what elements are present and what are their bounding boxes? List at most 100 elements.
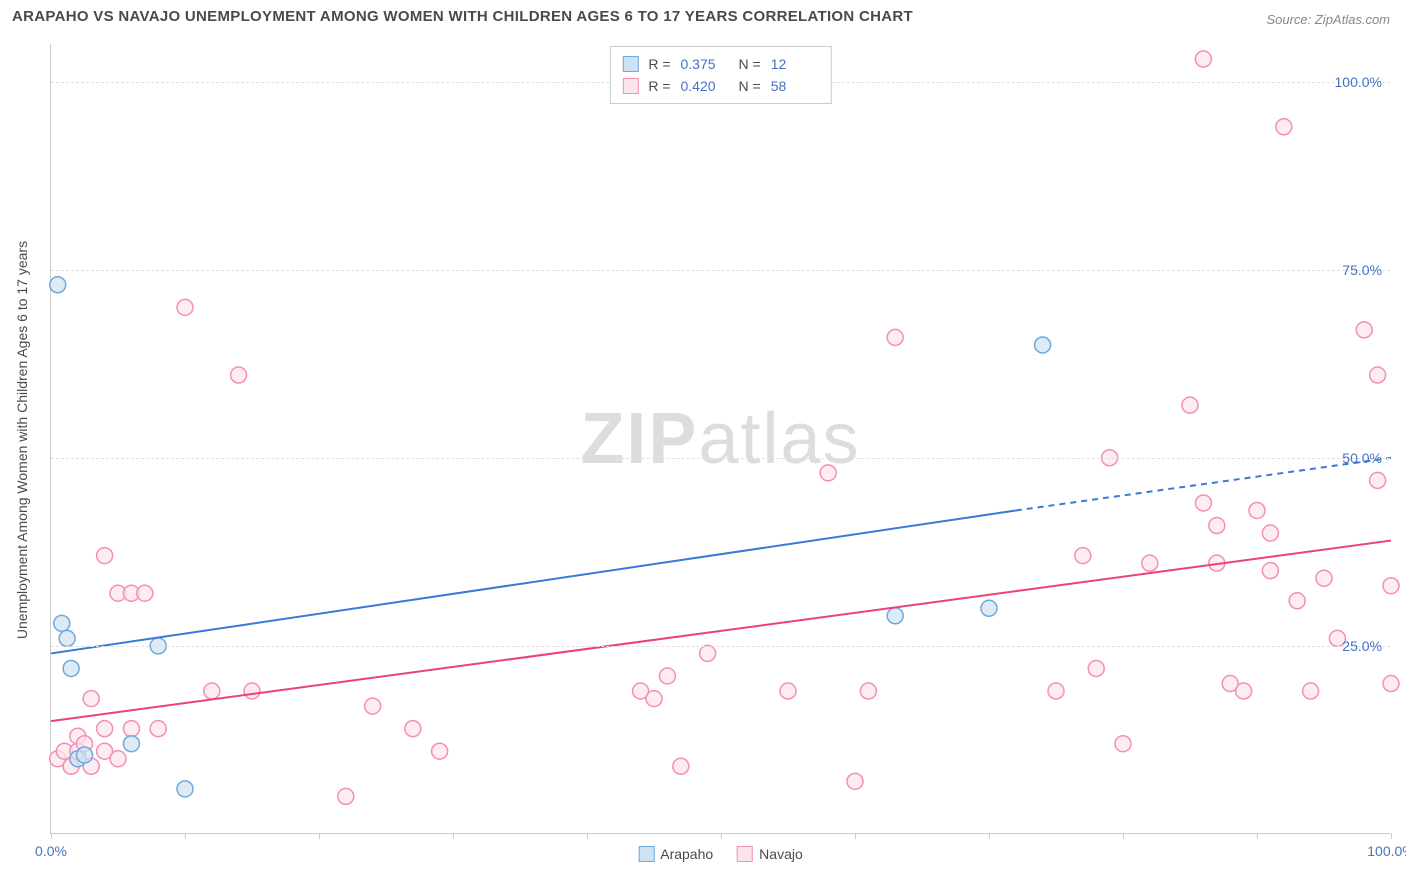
swatch-arapaho [622, 56, 638, 72]
trend-line [51, 541, 1391, 722]
data-point [1356, 322, 1372, 338]
x-tick [185, 833, 186, 839]
data-point [123, 721, 139, 737]
scatter-svg [51, 44, 1390, 833]
data-point [1195, 495, 1211, 511]
data-point [780, 683, 796, 699]
y-tick-label: 50.0% [1342, 450, 1382, 466]
data-point [1262, 525, 1278, 541]
r-value-navajo: 0.420 [681, 75, 729, 97]
plot-area: ZIPatlas R = 0.375 N = 12 R = 0.420 N = … [50, 44, 1390, 834]
data-point [1142, 555, 1158, 571]
data-point [432, 743, 448, 759]
data-point [1383, 676, 1399, 692]
swatch-navajo-bottom [737, 846, 753, 862]
legend-item-navajo: Navajo [737, 846, 803, 862]
data-point [59, 630, 75, 646]
data-point [405, 721, 421, 737]
data-point [700, 645, 716, 661]
r-value-arapaho: 0.375 [681, 53, 729, 75]
y-tick-label: 75.0% [1342, 262, 1382, 278]
data-point [1115, 736, 1131, 752]
x-tick [587, 833, 588, 839]
gridline [51, 458, 1390, 459]
data-point [137, 585, 153, 601]
data-point [1195, 51, 1211, 67]
data-point [646, 691, 662, 707]
data-point [50, 277, 66, 293]
data-point [1209, 518, 1225, 534]
swatch-arapaho-bottom [638, 846, 654, 862]
series-legend: Arapaho Navajo [638, 846, 803, 862]
trend-line [51, 510, 1016, 653]
legend-label-navajo: Navajo [759, 846, 803, 862]
swatch-navajo [622, 78, 638, 94]
data-point [1370, 367, 1386, 383]
data-point [659, 668, 675, 684]
data-point [1383, 578, 1399, 594]
data-point [1289, 593, 1305, 609]
data-point [1316, 570, 1332, 586]
data-point [231, 367, 247, 383]
data-point [1182, 397, 1198, 413]
data-point [338, 788, 354, 804]
data-point [177, 299, 193, 315]
data-point [673, 758, 689, 774]
data-point [981, 600, 997, 616]
chart-title: ARAPAHO VS NAVAJO UNEMPLOYMENT AMONG WOM… [12, 8, 913, 25]
data-point [150, 721, 166, 737]
r-label: R = [648, 53, 670, 75]
x-tick [453, 833, 454, 839]
data-point [54, 615, 70, 631]
legend-row-arapaho: R = 0.375 N = 12 [622, 53, 818, 75]
data-point [63, 660, 79, 676]
legend-item-arapaho: Arapaho [638, 846, 713, 862]
y-axis-title: Unemployment Among Women with Children A… [14, 241, 30, 639]
x-tick [855, 833, 856, 839]
x-tick-label: 0.0% [35, 843, 67, 859]
data-point [244, 683, 260, 699]
data-point [887, 608, 903, 624]
data-point [1035, 337, 1051, 353]
data-point [1262, 563, 1278, 579]
data-point [1303, 683, 1319, 699]
y-tick-label: 100.0% [1335, 74, 1382, 90]
data-point [820, 465, 836, 481]
legend-row-navajo: R = 0.420 N = 58 [622, 75, 818, 97]
n-value-arapaho: 12 [771, 53, 819, 75]
data-point [97, 548, 113, 564]
data-point [1075, 548, 1091, 564]
x-tick [721, 833, 722, 839]
data-point [860, 683, 876, 699]
data-point [1249, 502, 1265, 518]
x-tick-label: 100.0% [1367, 843, 1406, 859]
legend-label-arapaho: Arapaho [660, 846, 713, 862]
n-value-navajo: 58 [771, 75, 819, 97]
data-point [110, 751, 126, 767]
data-point [365, 698, 381, 714]
data-point [1276, 119, 1292, 135]
data-point [887, 329, 903, 345]
n-label: N = [739, 75, 761, 97]
x-tick [1391, 833, 1392, 839]
data-point [1236, 683, 1252, 699]
x-tick [1257, 833, 1258, 839]
x-tick [51, 833, 52, 839]
gridline [51, 270, 1390, 271]
y-tick-label: 25.0% [1342, 638, 1382, 654]
gridline [51, 646, 1390, 647]
data-point [123, 736, 139, 752]
x-tick [1123, 833, 1124, 839]
x-tick [989, 833, 990, 839]
correlation-legend: R = 0.375 N = 12 R = 0.420 N = 58 [609, 46, 831, 104]
data-point [83, 691, 99, 707]
data-point [97, 721, 113, 737]
data-point [204, 683, 220, 699]
data-point [1048, 683, 1064, 699]
data-point [847, 773, 863, 789]
data-point [1088, 660, 1104, 676]
r-label: R = [648, 75, 670, 97]
data-point [77, 747, 93, 763]
data-point [1370, 472, 1386, 488]
x-tick [319, 833, 320, 839]
